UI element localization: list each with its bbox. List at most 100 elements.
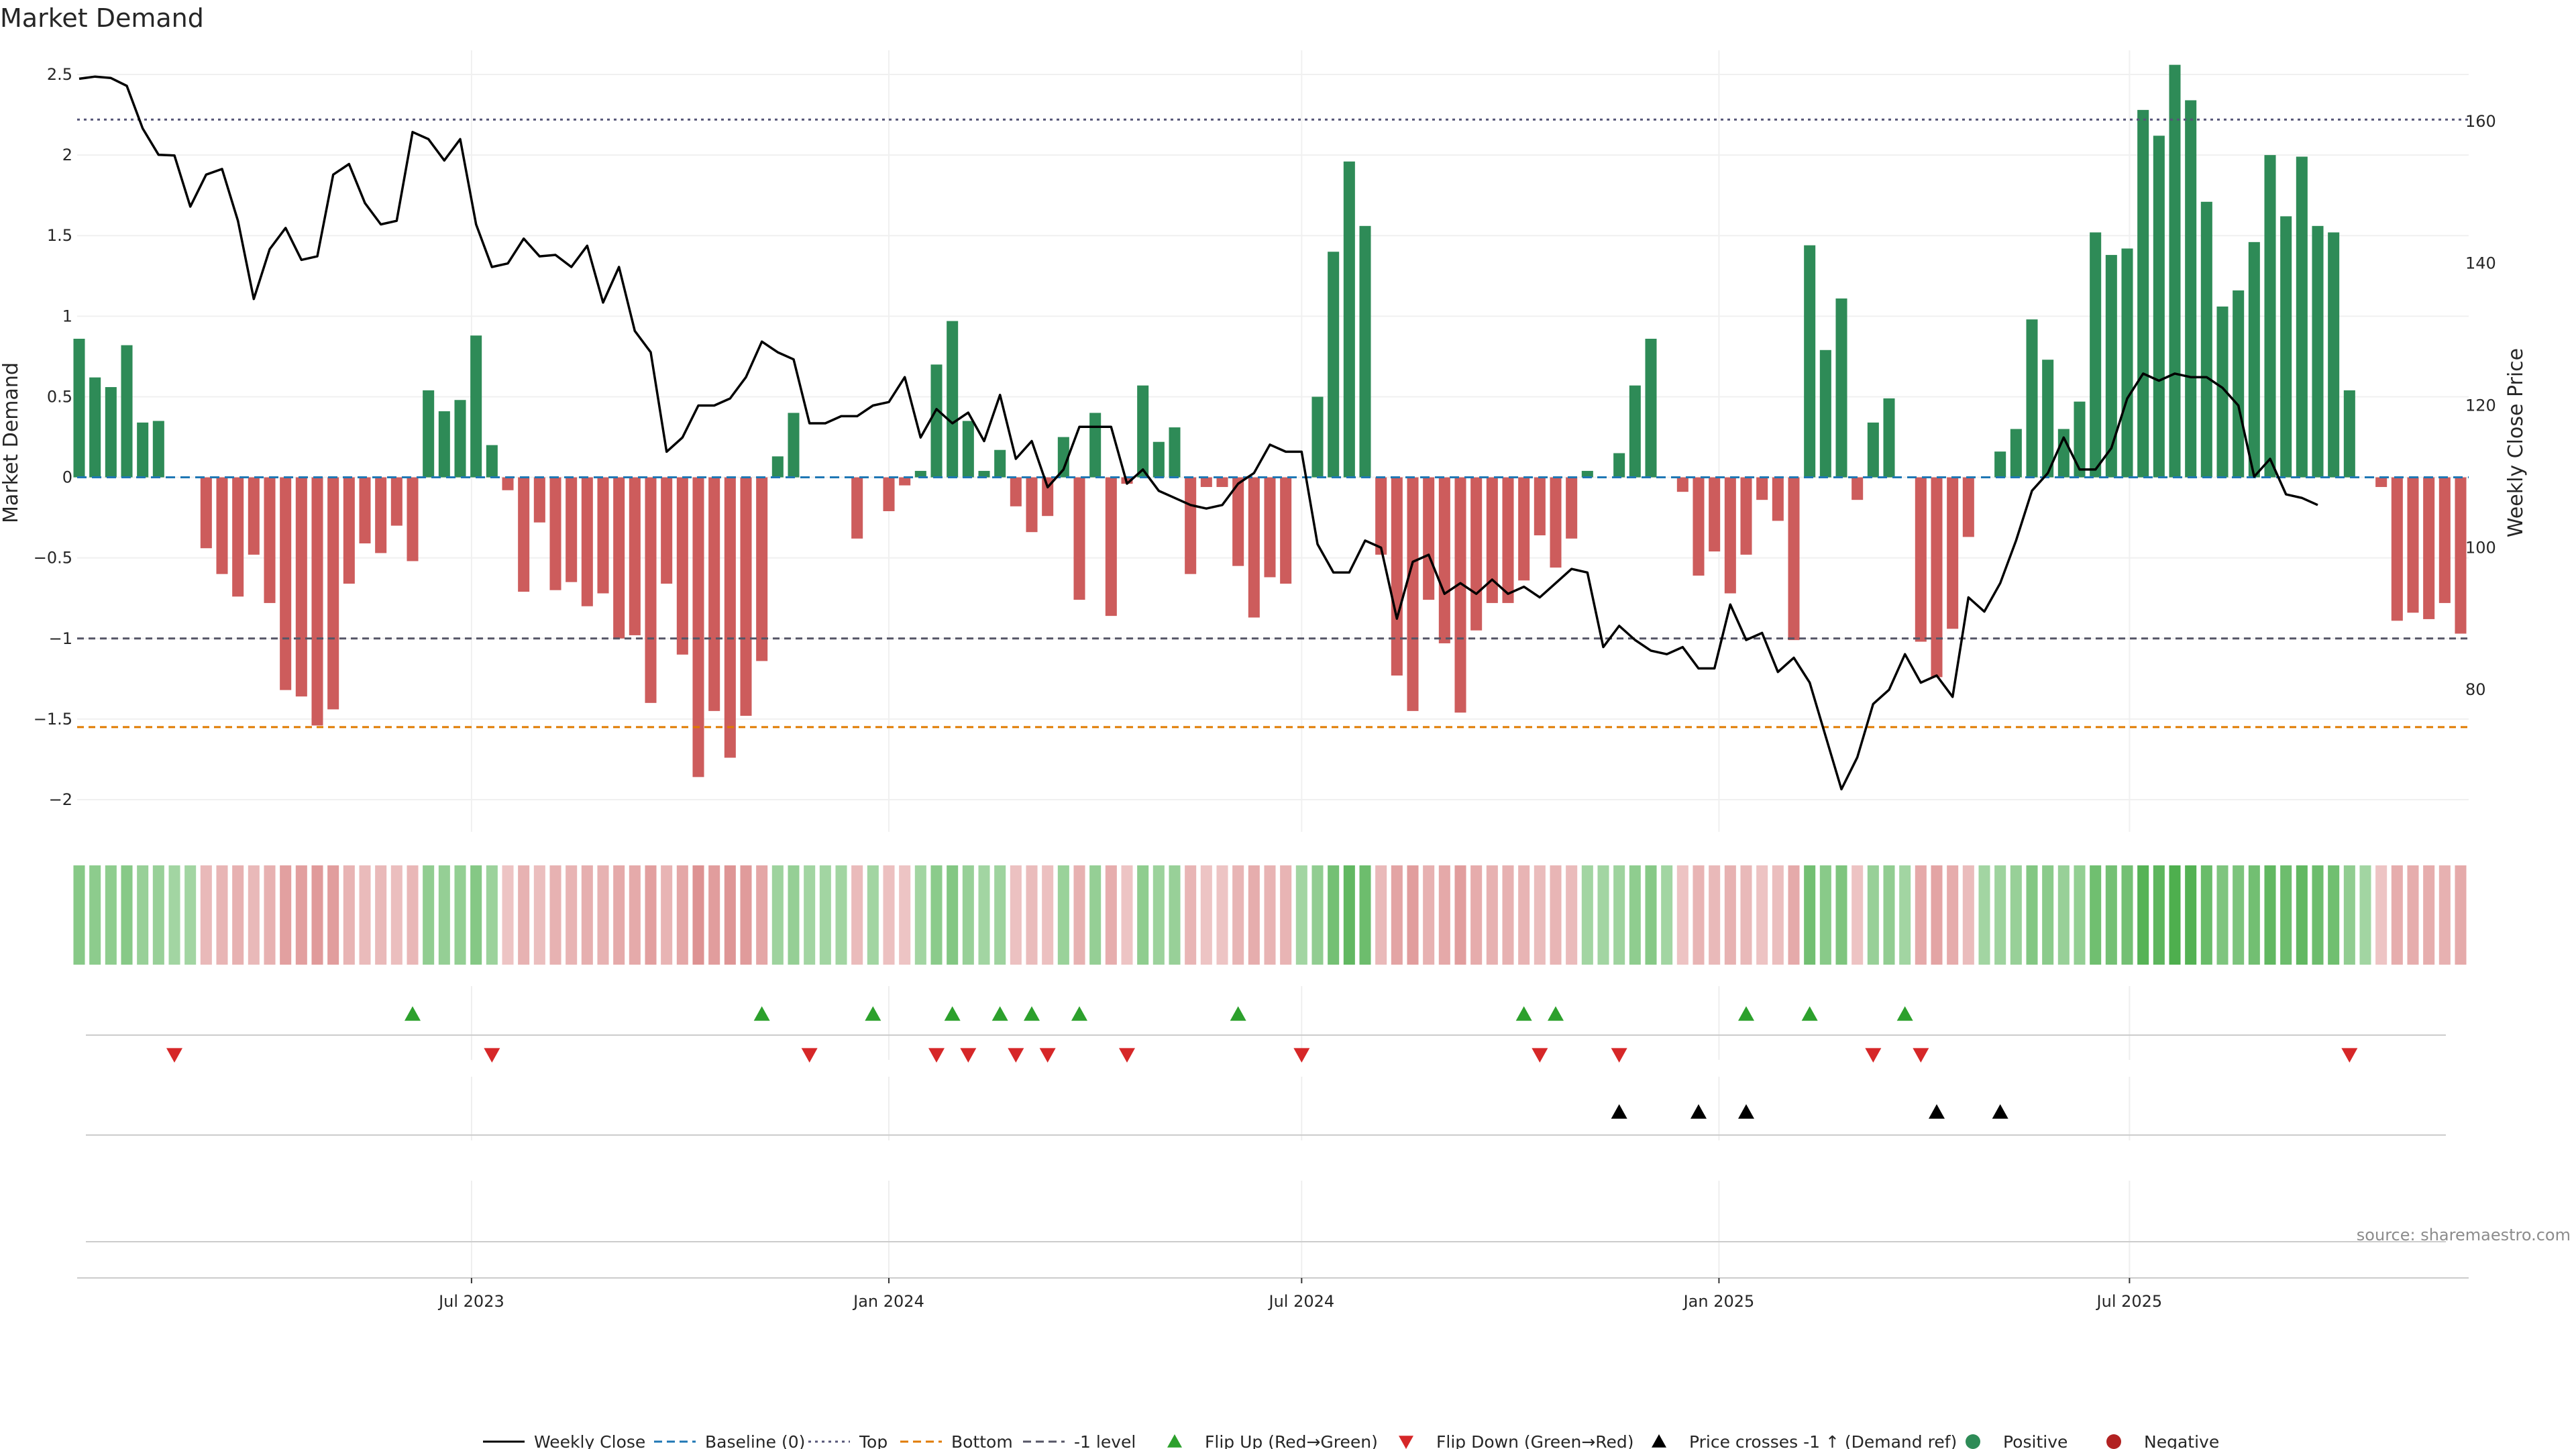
heat-cell — [1851, 865, 1864, 965]
flip-down-marker — [1865, 1048, 1882, 1063]
heat-cell — [533, 865, 545, 965]
y-tick-right: 120 — [2465, 396, 2496, 415]
heat-cell — [248, 865, 260, 965]
y-axis-label-left: Market Demand — [0, 362, 23, 523]
demand-bar — [708, 477, 720, 711]
heat-cell — [2185, 865, 2197, 965]
heat-cell — [1264, 865, 1276, 965]
heat-cell — [1709, 865, 1721, 965]
demand-bar — [1994, 451, 2006, 478]
demand-bar — [1962, 477, 1974, 537]
price-cross-marker — [1690, 1104, 1707, 1119]
heat-cell — [2328, 865, 2340, 965]
flip-up-marker — [1801, 1006, 1818, 1021]
heat-cell — [2169, 865, 2181, 965]
heat-cell — [2359, 865, 2371, 965]
heat-cell — [899, 865, 911, 965]
demand-bar — [2375, 477, 2387, 487]
heat-cell — [914, 865, 926, 965]
demand-bar — [1328, 252, 1340, 478]
demand-bar — [438, 411, 450, 478]
heat-cell — [1454, 865, 1466, 965]
heat-cell — [962, 865, 974, 965]
demand-bar — [2169, 64, 2181, 478]
heat-cell — [2057, 865, 2070, 965]
demand-bar — [2153, 136, 2165, 478]
legend-swatch-flip-down-green-red — [1399, 1436, 1413, 1449]
heat-cell — [1756, 865, 1768, 965]
heat-cell — [295, 865, 307, 965]
heat-cell — [184, 865, 197, 965]
heat-cell — [1693, 865, 1705, 965]
demand-bar — [724, 477, 736, 758]
heat-cell — [581, 865, 593, 965]
heat-cell — [2296, 865, 2308, 965]
heat-cell — [280, 865, 292, 965]
demand-bar — [2343, 390, 2355, 478]
heat-cell — [2343, 865, 2355, 965]
flip-down-marker — [1293, 1048, 1310, 1063]
heat-cell — [1200, 865, 1212, 965]
heat-cell — [2280, 865, 2292, 965]
demand-bar — [851, 477, 863, 539]
demand-bar — [1883, 398, 1895, 478]
heat-cell — [518, 865, 530, 965]
heat-cell — [1661, 865, 1673, 965]
legend-swatch-positive — [1966, 1434, 1980, 1449]
demand-bar — [2264, 155, 2276, 478]
price-cross-marker — [1611, 1104, 1627, 1119]
heat-cell — [1010, 865, 1022, 965]
legend: Weekly Close Baseline (0) Top Bottom -1 leve… — [483, 1432, 2219, 1449]
legend-label-weekly-close: Weekly Close — [534, 1432, 645, 1449]
heat-cell — [1343, 865, 1355, 965]
legend-swatch-price-crosses-1-demand-ref — [1652, 1434, 1666, 1448]
demand-bar — [1375, 477, 1387, 555]
heat-cell — [152, 865, 164, 965]
heat-cell — [2105, 865, 2117, 965]
legend-label-top: Top — [859, 1432, 888, 1449]
heat-cell — [1169, 865, 1181, 965]
demand-bar — [740, 477, 752, 716]
legend-label-negative: Negative — [2144, 1432, 2219, 1449]
demand-bar — [597, 477, 609, 594]
heat-cell — [1883, 865, 1895, 965]
flip-down-marker — [1913, 1048, 1929, 1063]
heat-cell — [804, 865, 816, 965]
heat-cell — [2375, 865, 2387, 965]
heat-cell — [311, 865, 323, 965]
heat-cell — [2137, 865, 2149, 965]
heat-cell — [1676, 865, 1688, 965]
demand-bar — [121, 345, 133, 478]
demand-bar — [216, 477, 228, 574]
price-cross-marker — [1738, 1104, 1754, 1119]
heat-cell — [375, 865, 387, 965]
demand-bar — [280, 477, 292, 690]
heat-cell — [1407, 865, 1419, 965]
price-cross-marker — [1929, 1104, 1945, 1119]
demand-bar — [2074, 401, 2086, 478]
demand-bar — [1740, 477, 1752, 555]
heat-cell — [1486, 865, 1498, 965]
demand-bar — [1693, 477, 1705, 576]
heat-cell — [2438, 865, 2451, 965]
reference-lines — [77, 118, 2469, 729]
flip-down-marker — [1008, 1048, 1024, 1063]
demand-bar — [407, 477, 419, 561]
heat-cell — [137, 865, 149, 965]
demand-bar — [200, 477, 212, 549]
demand-bar — [470, 335, 482, 478]
demand-bar — [2200, 201, 2212, 478]
demand-bar — [1486, 477, 1498, 603]
demand-bar — [1931, 477, 1943, 678]
flip-down-marker — [484, 1048, 500, 1063]
legend-label-positive: Positive — [2003, 1432, 2068, 1449]
heat-cell — [2391, 865, 2403, 965]
heat-cell — [756, 865, 768, 965]
demand-bar — [2185, 100, 2197, 478]
demand-bar — [2121, 248, 2133, 478]
heat-cell — [264, 865, 276, 965]
heat-cell — [327, 865, 339, 965]
heat-cell — [1057, 865, 1069, 965]
demand-bar — [232, 477, 244, 597]
heat-cell — [978, 865, 990, 965]
